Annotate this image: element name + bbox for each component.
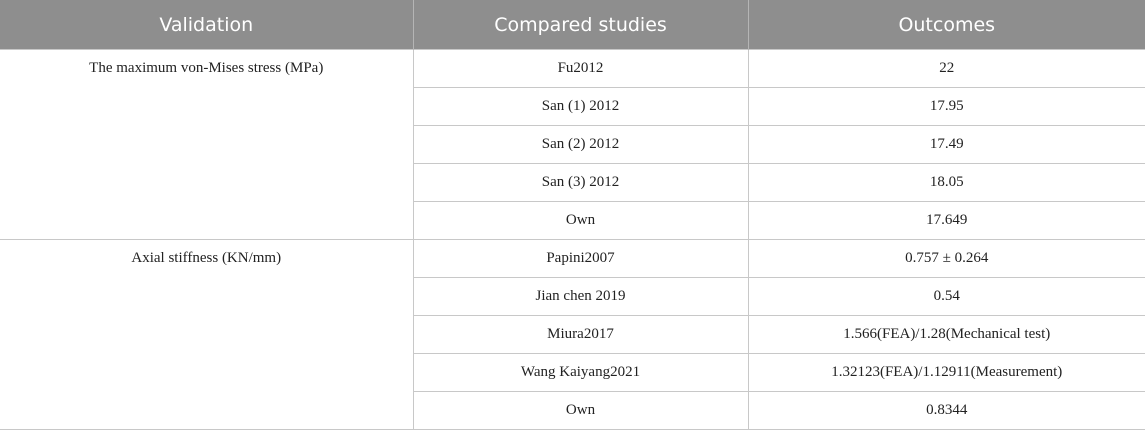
header-cell: Outcomes <box>748 0 1145 50</box>
table-row: Own 17.649 <box>0 201 1145 240</box>
table-row: The maximum von-Mises stress (MPa) Fu2012… <box>0 49 1145 240</box>
outcome-cell: 1.566(FEA)/1.28(Mechanical test) <box>747 315 1145 354</box>
header-row: Validation Compared studies Outcomes <box>0 0 1145 50</box>
table-body: The maximum von-Mises stress (MPa) Fu2012… <box>0 49 1145 430</box>
study-cell: Miura2017 <box>412 315 749 354</box>
study-cell: Own <box>412 391 749 430</box>
table-row: Jian chen 2019 0.54 <box>0 277 1145 316</box>
header-cell: Validation <box>0 0 414 50</box>
study-cell: San (2) 2012 <box>412 125 749 164</box>
outcome-cell: 0.8344 <box>747 391 1145 430</box>
study-cell: Papini2007 <box>412 239 749 278</box>
header-cell: Compared studies <box>413 0 749 50</box>
study-cell: Wang Kaiyang2021 <box>412 353 749 392</box>
validation-cell: The maximum von-Mises stress (MPa) <box>0 49 414 240</box>
table-row: San (1) 2012 17.95 <box>0 87 1145 126</box>
study-cell: San (3) 2012 <box>412 163 749 202</box>
table-row: Axial stiffness (KN/mm) Papini2007 0.757 ±… <box>0 239 1145 430</box>
outcome-cell: 0.54 <box>747 277 1145 316</box>
outcome-cell: 18.05 <box>747 163 1145 202</box>
validation-cell: Axial stiffness (KN/mm) <box>0 239 414 430</box>
table-row: Wang Kaiyang2021 1.32123(FEA)/1.12911(Mea… <box>0 353 1145 392</box>
table-row: Own 0.8344 <box>0 391 1145 430</box>
study-cell: Fu2012 <box>412 49 749 88</box>
table-row: Miura2017 1.566(FEA)/1.28(Mechanical test… <box>0 315 1145 354</box>
table-row: San (3) 2012 18.05 <box>0 163 1145 202</box>
study-cell: Own <box>412 201 749 240</box>
outcome-cell: 17.95 <box>747 87 1145 126</box>
outcome-cell: 0.757 ± 0.264 <box>747 239 1145 278</box>
outcome-cell: 1.32123(FEA)/1.12911(Measurement) <box>747 353 1145 392</box>
outcome-cell: 22 <box>747 49 1145 88</box>
study-cell: San (1) 2012 <box>412 87 749 126</box>
outcome-cell: 17.649 <box>747 201 1145 240</box>
study-cell: Jian chen 2019 <box>412 277 749 316</box>
outcome-cell: 17.49 <box>747 125 1145 164</box>
